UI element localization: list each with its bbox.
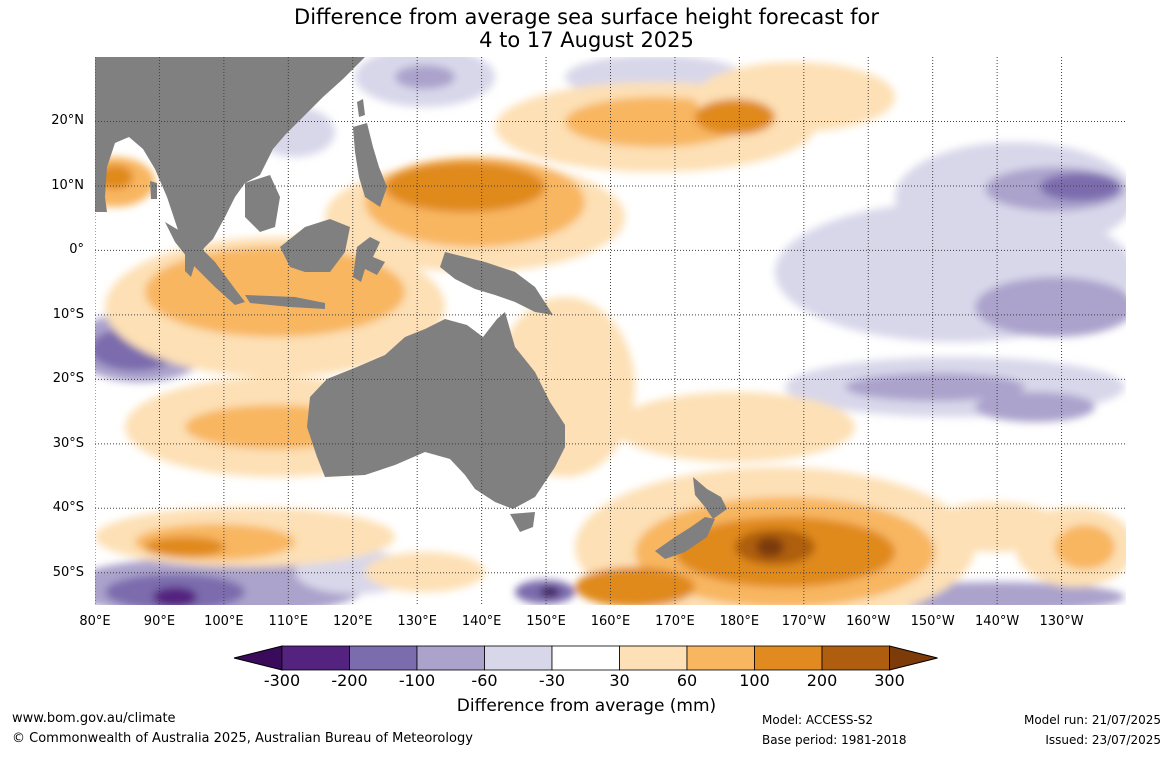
colorbar-tick-label: 30 <box>609 671 630 690</box>
landmass-australia <box>307 312 565 509</box>
graticule <box>95 57 1126 605</box>
map-title-line1: Difference from average sea surface heig… <box>294 5 879 29</box>
latitude-label: 40°S <box>52 500 84 516</box>
latitude-label: 20°N <box>51 113 84 129</box>
latitude-label: 10°N <box>51 177 84 193</box>
landmass-java <box>245 295 325 309</box>
landmass-nz-south <box>655 517 715 559</box>
colorbar-tick-label: -60 <box>471 671 498 690</box>
longitude-label: 170°E <box>655 614 695 629</box>
colorbar-segment <box>281 645 350 671</box>
colorbar-min-extend <box>233 645 283 671</box>
colorbar-segment <box>349 645 418 671</box>
landmass-new-guinea <box>440 252 553 315</box>
longitude-label: 120°E <box>332 614 373 629</box>
footer-url[interactable]: www.bom.gov.au/climate <box>12 711 176 726</box>
latitude-label: 0° <box>69 242 84 258</box>
footer-base-period: Base period: 1981-2018 <box>762 733 907 747</box>
colorbar-segment <box>686 645 755 671</box>
colorbar-segment <box>821 645 890 671</box>
landmass-borneo <box>280 219 350 272</box>
colorbar-segment <box>551 645 620 671</box>
landmass-tasmania <box>510 512 535 532</box>
longitude-label: 130°E <box>397 614 437 629</box>
longitude-label: 80°E <box>79 614 111 629</box>
latitude-label: 20°S <box>52 371 84 387</box>
longitude-label: 150°E <box>526 614 566 629</box>
footer-issued: Issued: 23/07/2025 <box>1045 733 1161 747</box>
longitude-label: 150°W <box>910 614 955 629</box>
footer-model: Model: ACCESS-S2 <box>762 713 874 727</box>
latitude-label: 50°S <box>52 564 84 580</box>
footer-model-run: Model run: 21/07/2025 <box>1023 713 1161 727</box>
longitude-label: 130°W <box>1039 614 1084 629</box>
colorbar-tick-label: 60 <box>676 671 698 690</box>
colorbar-tick-label: -30 <box>538 671 566 690</box>
colorbar-label: Difference from average (mm) <box>456 696 717 716</box>
colorbar-tick-label: -300 <box>263 671 301 690</box>
landmass-taiwan <box>357 99 365 117</box>
longitude-label: 140°W <box>975 614 1020 629</box>
longitude-label: 160°W <box>846 614 891 629</box>
footer-copyright: © Commonwealth of Australia 2025, Austra… <box>12 731 473 746</box>
landmass-asia <box>95 57 365 277</box>
colorbar-segment <box>619 645 688 671</box>
colorbar-tick-label: 300 <box>874 671 905 690</box>
longitude-label: 140°E <box>461 614 502 629</box>
longitude-label: 90°E <box>143 614 176 629</box>
colorbar-tick-label: 200 <box>806 671 838 690</box>
colorbar-segment <box>484 645 553 671</box>
colorbar <box>233 645 938 671</box>
latitude-label: 10°S <box>52 306 84 322</box>
landmass-sumatra <box>165 222 245 305</box>
latitude-label: 30°S <box>52 435 84 451</box>
colorbar-tick-label: -200 <box>331 671 368 690</box>
landmass-indochina <box>245 175 280 232</box>
map-title-line2: 4 to 17 August 2025 <box>479 28 694 52</box>
longitude-label: 160°E <box>590 614 631 629</box>
longitude-label: 170°W <box>781 614 826 629</box>
sea-surface-height-map <box>95 57 1126 605</box>
colorbar-segment <box>416 645 485 671</box>
longitude-label: 100°E <box>204 614 244 629</box>
colorbar-tick-label: 100 <box>739 671 770 690</box>
landmass-sulawesi <box>353 237 385 282</box>
colorbar-max-extend <box>889 645 938 671</box>
longitude-label: 110°E <box>268 614 309 629</box>
colorbar-tick-label: -100 <box>398 671 436 690</box>
landmass-nz-north <box>693 477 727 519</box>
landmass-sri-lanka <box>150 181 157 199</box>
longitude-label: 180°E <box>719 614 760 629</box>
land-masses <box>95 57 727 559</box>
landmass-philippines <box>353 123 387 207</box>
colorbar-segment <box>754 645 823 671</box>
